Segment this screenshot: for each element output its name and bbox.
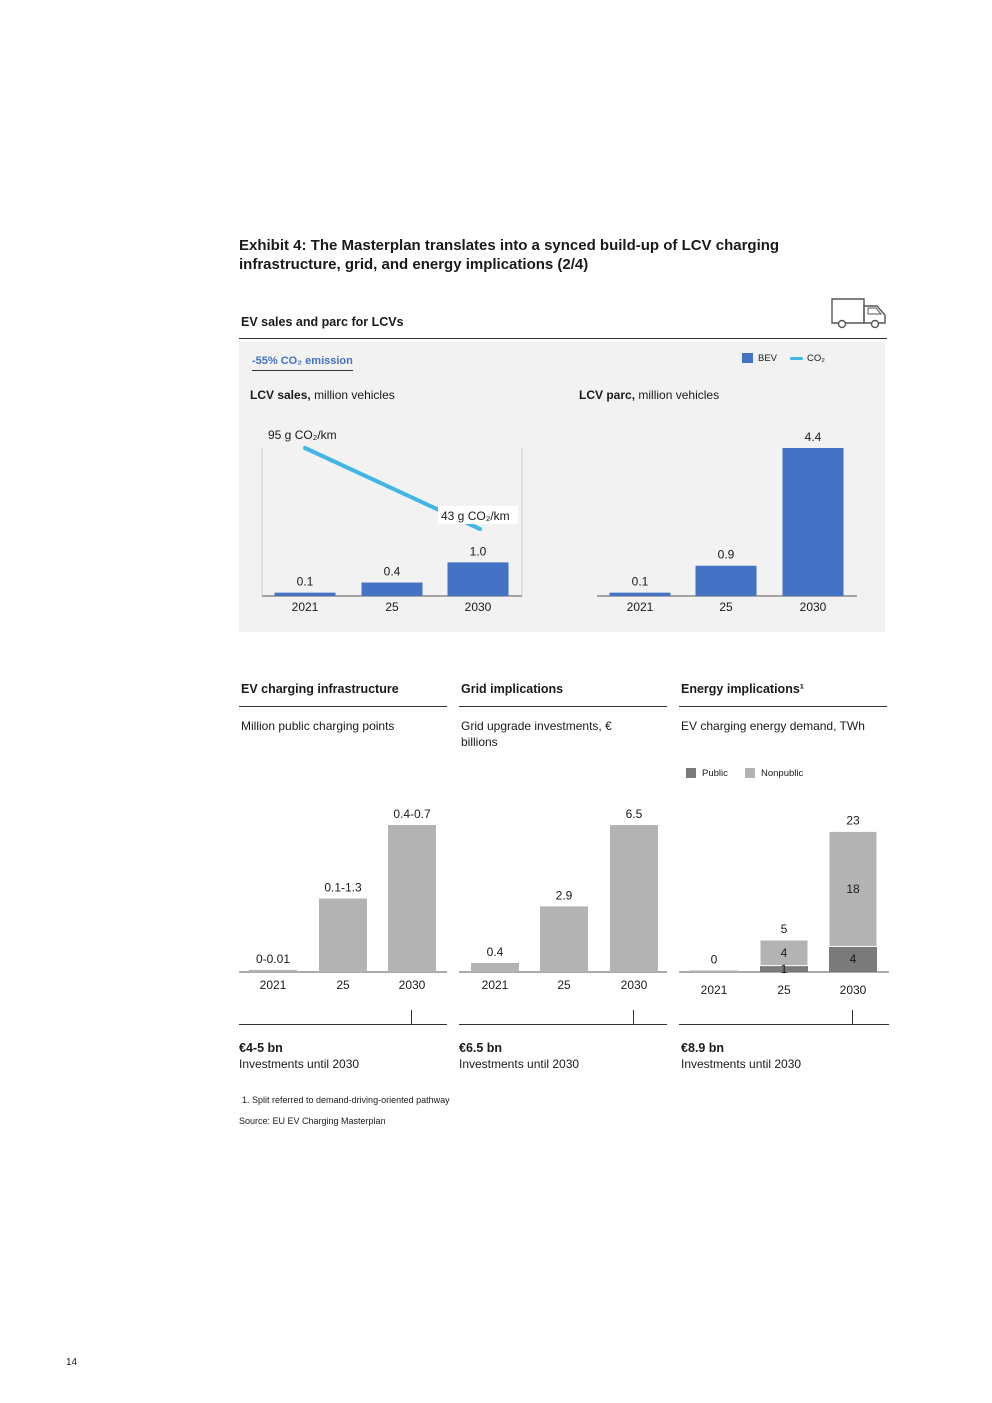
section-rule bbox=[459, 706, 667, 707]
legend-public-label: Public bbox=[702, 768, 728, 779]
legend-co2-swatch bbox=[790, 357, 803, 360]
investment-bracket-tick bbox=[852, 1010, 853, 1024]
delivery-truck-icon bbox=[831, 298, 886, 329]
x-tick-label: 2021 bbox=[292, 600, 319, 614]
bar bbox=[388, 825, 436, 972]
bar bbox=[540, 906, 588, 972]
bar bbox=[319, 898, 367, 972]
data-label: 2.9 bbox=[556, 888, 573, 902]
data-label: 0.9 bbox=[718, 548, 735, 562]
x-tick-label: 25 bbox=[777, 983, 791, 997]
x-tick-label: 25 bbox=[557, 978, 571, 992]
legend-bev-swatch bbox=[742, 353, 753, 363]
investment-label-charging: Investments until 2030 bbox=[239, 1057, 360, 1071]
investment-bracket bbox=[459, 1024, 667, 1025]
bar bbox=[361, 582, 423, 596]
investment-label-grid: Investments until 2030 bbox=[459, 1057, 580, 1071]
bar-public bbox=[760, 965, 808, 972]
heading-grid-implications: Grid implications bbox=[461, 682, 564, 696]
heading-energy-implications: Energy implications¹ bbox=[681, 682, 804, 696]
legend-nonpublic-label: Nonpublic bbox=[761, 768, 804, 779]
investment-value-charging: €4-5 bn bbox=[239, 1041, 283, 1055]
section-rule bbox=[679, 706, 887, 707]
bar-nonpublic bbox=[759, 939, 809, 967]
co2-start-label: 95 g CO₂/km bbox=[268, 428, 337, 442]
investment-value-grid: €6.5 bn bbox=[459, 1041, 503, 1055]
data-label: 0.1 bbox=[297, 575, 314, 589]
legend-public-swatch bbox=[686, 768, 696, 778]
heading-charging-infrastructure: EV charging infrastructure bbox=[241, 682, 399, 696]
legend-nonpublic-swatch bbox=[745, 768, 755, 778]
investment-bracket bbox=[679, 1024, 889, 1025]
lcv-parc-title: LCV parc bbox=[579, 388, 632, 402]
bar bbox=[610, 825, 658, 972]
legend-co2-label: CO₂ bbox=[807, 353, 825, 364]
subtitle-energy-demand: EV charging energy demand, TWh bbox=[681, 719, 865, 733]
segment-label-nonpublic: 18 bbox=[846, 882, 860, 896]
lcv-parc-unit: million vehicles bbox=[638, 388, 720, 402]
x-tick-label: 2030 bbox=[840, 983, 867, 997]
segment-label-public: 4 bbox=[850, 952, 857, 966]
bar bbox=[782, 448, 844, 596]
x-tick-label: 2030 bbox=[621, 978, 648, 992]
data-label: 0.4 bbox=[384, 565, 401, 579]
lcv-sales-chart-title: LCV sales, million vehicles bbox=[250, 388, 395, 402]
investment-label-energy: Investments until 2030 bbox=[681, 1057, 802, 1071]
bar bbox=[471, 962, 519, 972]
bar-public bbox=[829, 946, 877, 972]
bar bbox=[695, 565, 757, 596]
x-tick-label: 2030 bbox=[399, 978, 426, 992]
ev-sales-parc-panel bbox=[239, 342, 885, 632]
data-label: 4.4 bbox=[805, 430, 822, 444]
data-label: 0.1-1.3 bbox=[324, 881, 362, 895]
data-label: 1.0 bbox=[470, 544, 487, 558]
page-number: 14 bbox=[66, 1357, 78, 1368]
co2-end-label-bg bbox=[438, 506, 518, 524]
x-tick-label: 2030 bbox=[800, 600, 827, 614]
subtitle-charging-points: Million public charging points bbox=[241, 719, 395, 733]
bar bbox=[609, 592, 671, 596]
source-note: Source: EU EV Charging Masterplan bbox=[239, 1116, 386, 1126]
lcv-sales-unit: million vehicles bbox=[314, 388, 395, 402]
data-label: 0.4 bbox=[487, 945, 504, 959]
segment-label-public: 1 bbox=[781, 962, 788, 976]
data-label: 0-0.01 bbox=[256, 952, 290, 966]
lcv-sales-title: LCV sales bbox=[250, 388, 308, 402]
x-tick-label: 2021 bbox=[482, 978, 509, 992]
data-label: 6.5 bbox=[626, 807, 643, 821]
bar bbox=[249, 969, 297, 972]
lcv-parc-chart-title: LCV parc, million vehicles bbox=[579, 388, 720, 402]
x-tick-label: 2021 bbox=[701, 983, 728, 997]
section-heading-ev-sales: EV sales and parc for LCVs bbox=[241, 315, 404, 329]
x-tick-label: 25 bbox=[336, 978, 350, 992]
co2-emission-badge: -55% CO₂ emission bbox=[252, 355, 353, 371]
x-tick-label: 25 bbox=[719, 600, 733, 614]
total-label: 5 bbox=[781, 922, 788, 936]
x-tick-label: 2030 bbox=[465, 600, 492, 614]
x-tick-label: 2021 bbox=[627, 600, 654, 614]
investment-bracket-tick bbox=[411, 1010, 412, 1024]
bar bbox=[274, 592, 336, 596]
legend-bev-label: BEV bbox=[758, 353, 778, 364]
data-label: 0.4-0.7 bbox=[393, 807, 431, 821]
bar bbox=[447, 562, 509, 596]
investment-value-energy: €8.9 bn bbox=[681, 1041, 725, 1055]
footnote: 1. Split referred to demand-driving-orie… bbox=[242, 1095, 450, 1105]
section-rule bbox=[239, 338, 887, 339]
total-label: 23 bbox=[846, 813, 860, 827]
investment-bracket-tick bbox=[633, 1010, 634, 1024]
section-rule bbox=[239, 706, 447, 707]
investment-bracket bbox=[239, 1024, 447, 1025]
data-label: 0.1 bbox=[632, 575, 649, 589]
x-tick-label: 25 bbox=[385, 600, 399, 614]
total-label: 0 bbox=[711, 953, 718, 967]
subtitle-grid-investments: Grid upgrade investments, € billions bbox=[461, 719, 612, 749]
x-tick-label: 2021 bbox=[260, 978, 287, 992]
bar-nonpublic bbox=[828, 830, 878, 947]
segment-label-nonpublic: 4 bbox=[781, 946, 788, 960]
exhibit-title: Exhibit 4: The Masterplan translates int… bbox=[239, 237, 780, 273]
bar-nonpublic bbox=[690, 970, 738, 972]
co2-end-label: 43 g CO₂/km bbox=[441, 509, 510, 523]
